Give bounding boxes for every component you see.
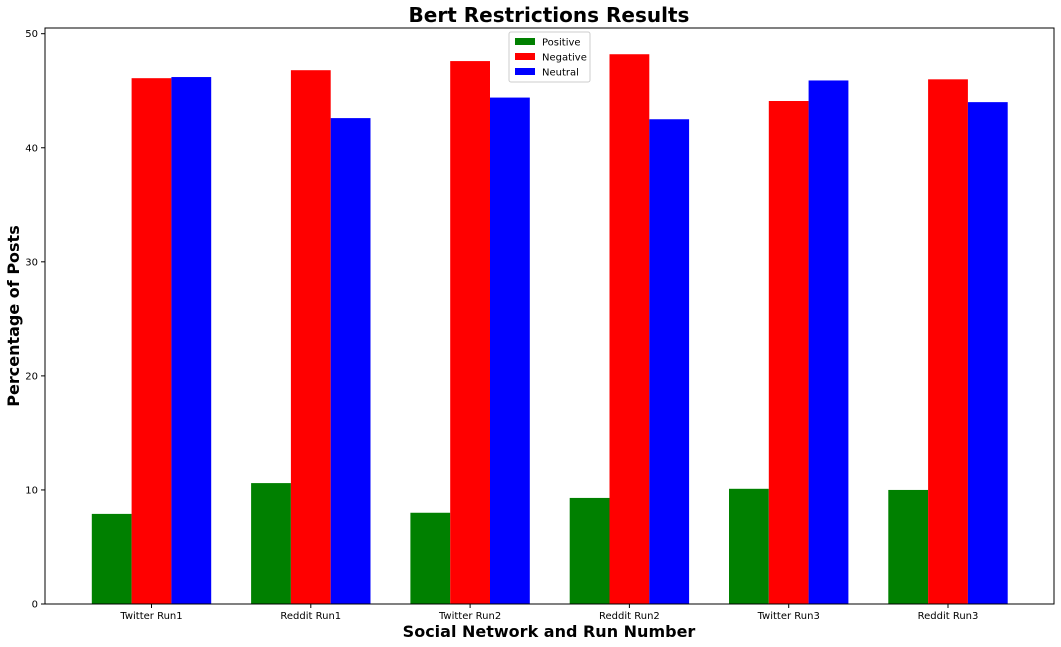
y-tick-label: 40 <box>25 143 38 154</box>
y-tick-label: 50 <box>25 29 38 40</box>
bars-group <box>91 54 1008 605</box>
legend-label-positive: Positive <box>542 38 581 49</box>
x-tick-label: Twitter Run1 <box>119 611 182 622</box>
bar-neutral-reddit-run2 <box>649 119 690 604</box>
x-tick-label: Reddit Run3 <box>918 611 979 622</box>
bar-positive-reddit-run2 <box>569 497 610 604</box>
x-axis-ticks: Twitter Run1 Reddit Run1 Twitter Run2 Reddi… <box>119 604 978 622</box>
y-tick-label: 0 <box>32 600 38 611</box>
bar-neutral-twitter-run2 <box>490 97 530 605</box>
bar-positive-twitter-run3 <box>729 488 769 604</box>
legend-label-neutral: Neutral <box>542 68 579 79</box>
bar-negative-twitter-run1 <box>131 78 172 604</box>
bar-positive-twitter-run1 <box>91 513 132 604</box>
bar-positive-reddit-run3 <box>888 489 929 604</box>
chart-title: Bert Restrictions Results <box>409 3 690 27</box>
y-tick-label: 10 <box>25 485 38 496</box>
y-tick-label: 30 <box>25 257 38 268</box>
legend-label-negative: Negative <box>542 53 587 64</box>
legend-swatch-positive <box>515 38 535 45</box>
bar-negative-twitter-run2 <box>450 61 490 605</box>
x-tick-label: Twitter Run3 <box>757 611 820 622</box>
legend: Positive Negative Neutral <box>508 31 591 83</box>
bar-positive-twitter-run2 <box>410 512 451 604</box>
y-axis-ticks: 0 10 20 30 40 50 <box>25 29 45 611</box>
x-axis-label: Social Network and Run Number <box>403 622 696 641</box>
bar-negative-twitter-run3 <box>768 100 809 604</box>
bar-neutral-twitter-run1 <box>171 77 212 605</box>
bar-neutral-twitter-run3 <box>808 80 849 604</box>
bar-negative-reddit-run3 <box>928 79 968 605</box>
x-tick-label: Reddit Run2 <box>599 611 660 622</box>
bar-negative-reddit-run2 <box>609 54 650 605</box>
bar-neutral-reddit-run1 <box>330 118 371 604</box>
bar-positive-reddit-run1 <box>251 483 291 604</box>
x-tick-label: Reddit Run1 <box>280 611 341 622</box>
y-axis-label: Percentage of Posts <box>4 225 23 406</box>
bar-neutral-reddit-run3 <box>967 102 1008 604</box>
plot-frame <box>44 27 1055 605</box>
legend-swatch-neutral <box>515 68 535 75</box>
x-tick-label: Twitter Run2 <box>438 611 501 622</box>
legend-swatch-negative <box>515 53 535 60</box>
bar-negative-reddit-run1 <box>290 70 331 605</box>
y-tick-label: 20 <box>25 371 38 382</box>
